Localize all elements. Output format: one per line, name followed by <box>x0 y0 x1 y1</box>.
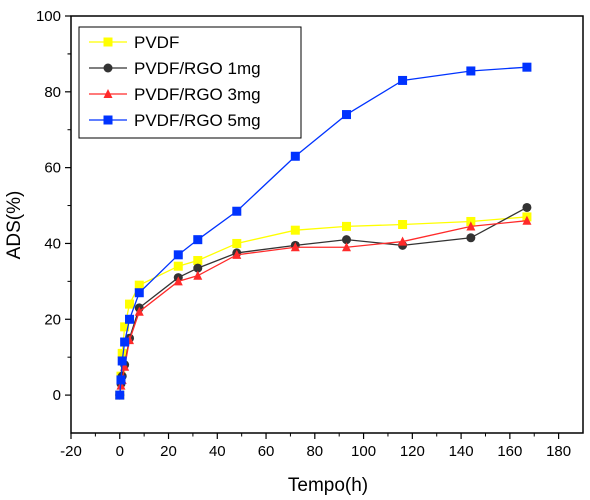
y-axis-title: ADS(%) <box>4 191 25 260</box>
data-point <box>232 206 242 216</box>
plot-frame <box>70 15 584 434</box>
legend-label: PVDF <box>134 33 179 52</box>
legend-marker <box>103 63 113 73</box>
x-axis-title: Tempo(h) <box>288 475 368 496</box>
data-point <box>398 236 408 246</box>
data-point <box>120 322 130 332</box>
legend-marker <box>103 88 113 99</box>
data-point <box>117 356 127 366</box>
y-tick-label: 40 <box>44 235 61 252</box>
data-point <box>115 390 125 400</box>
y-tick-label: 20 <box>44 311 61 328</box>
data-point <box>117 348 127 358</box>
data-point <box>134 288 144 298</box>
x-tick-label: 160 <box>497 443 522 460</box>
series-4 <box>115 62 532 400</box>
data-point <box>522 202 532 212</box>
data-point <box>134 280 144 290</box>
data-point <box>342 221 352 231</box>
series-line <box>119 216 527 396</box>
series-line <box>119 220 527 396</box>
legend-label: PVDF/RGO 5mg <box>134 111 261 130</box>
legend-item: PVDF <box>89 33 179 52</box>
y-tick-label: 100 <box>36 8 61 25</box>
data-point <box>398 75 408 85</box>
legend: PVDF PVDF/RGO 1mg PVDF/RGO 3mg PVDF/RGO 5mg <box>78 26 302 139</box>
series-3 <box>115 215 532 400</box>
data-point <box>522 62 532 72</box>
x-tick-label: 100 <box>351 443 376 460</box>
legend-label: PVDF/RGO 1mg <box>134 59 261 78</box>
data-point <box>134 306 144 316</box>
data-point <box>466 221 476 231</box>
x-tick-label: 0 <box>116 443 124 460</box>
data-point <box>120 337 130 347</box>
x-tick-label: 40 <box>209 443 226 460</box>
data-point <box>173 250 183 260</box>
series-2 <box>115 202 532 400</box>
legend-marker <box>103 115 113 125</box>
data-point <box>193 256 203 266</box>
series-line <box>119 206 528 396</box>
legend-item: PVDF/RGO 5mg <box>89 111 261 130</box>
legend-marker <box>103 37 113 47</box>
data-point <box>466 233 476 243</box>
data-point <box>125 314 135 324</box>
data-point <box>398 220 408 229</box>
data-point <box>116 375 126 385</box>
x-tick-label: 80 <box>306 443 323 460</box>
y-tick-label: 80 <box>44 84 61 101</box>
x-tick-label: 180 <box>546 443 571 460</box>
y-tick-label: 60 <box>44 160 61 177</box>
data-point <box>290 151 300 161</box>
data-point <box>232 249 242 259</box>
data-point <box>466 66 476 76</box>
x-tick-label: 60 <box>258 443 275 460</box>
data-point <box>173 276 183 286</box>
legend-item: PVDF/RGO 1mg <box>89 59 261 78</box>
x-tick-label: 120 <box>400 443 425 460</box>
data-point <box>193 263 203 273</box>
data-point <box>522 215 532 225</box>
series-layer <box>115 62 532 400</box>
data-point <box>125 299 135 309</box>
x-tick-label: 140 <box>449 443 474 460</box>
data-point <box>342 235 352 245</box>
data-point <box>120 361 130 371</box>
data-point <box>193 270 203 280</box>
data-point <box>342 242 352 252</box>
data-point <box>232 238 242 248</box>
data-point <box>342 110 352 120</box>
x-tick-label: -20 <box>60 443 82 460</box>
axes: -20 0 20 40 60 80 100 120 140 160 180 0 20 40 60 80 100 <box>36 8 584 460</box>
x-tick-label: 20 <box>160 443 177 460</box>
data-point <box>193 235 203 245</box>
data-point <box>290 242 300 252</box>
y-tick-label: 0 <box>53 387 61 404</box>
data-point <box>173 261 183 271</box>
legend-item: PVDF/RGO 3mg <box>89 85 261 104</box>
data-point <box>290 225 300 235</box>
legend-label: PVDF/RGO 3mg <box>134 85 261 104</box>
